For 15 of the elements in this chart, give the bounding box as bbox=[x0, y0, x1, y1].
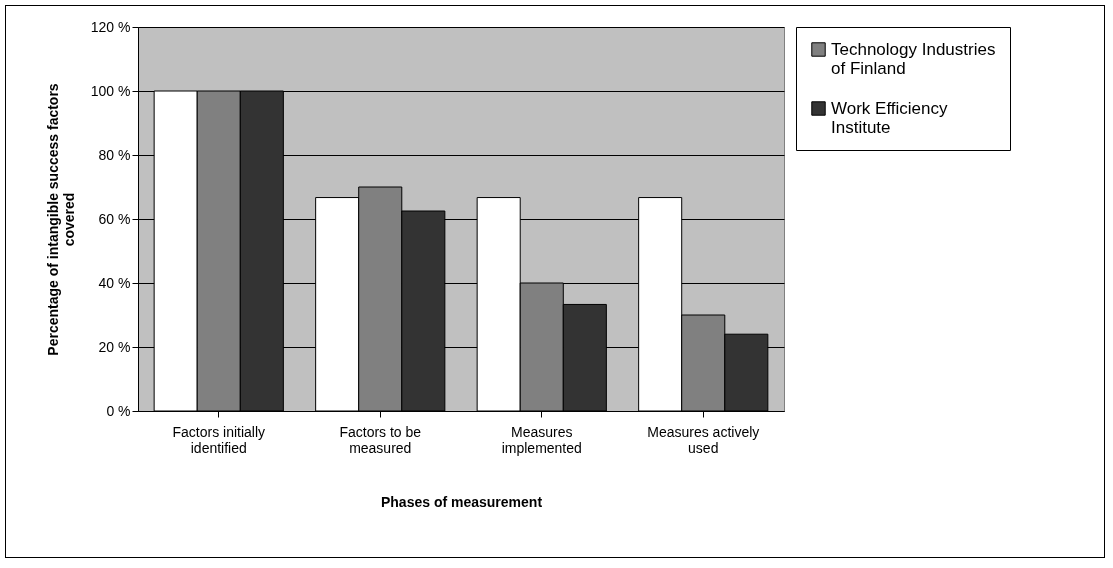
legend-label: Technology Industries of Finland bbox=[831, 39, 996, 78]
y-tick-label: 120 % bbox=[90, 18, 131, 35]
x-tick-label: Factors initially identified bbox=[172, 423, 266, 456]
x-tick-label: Factors to be measured bbox=[339, 423, 422, 456]
y-tick-label: 60 % bbox=[98, 210, 131, 227]
x-tick-label: Measures actively used bbox=[647, 423, 760, 456]
y-axis-title: Percentage of intangible success factors covered bbox=[44, 83, 77, 356]
y-tick-label: 20 % bbox=[98, 338, 131, 355]
y-tick-label: 80 % bbox=[98, 146, 131, 163]
legend-label: Work Efficiency Institute bbox=[831, 98, 949, 137]
y-tick-label: 0 % bbox=[106, 402, 131, 419]
y-tick-label: 100 % bbox=[90, 82, 131, 99]
x-axis-title: Phases of measurement bbox=[380, 493, 543, 510]
y-tick-label: 40 % bbox=[98, 274, 131, 291]
x-tick-label: Measures implemented bbox=[501, 423, 582, 456]
